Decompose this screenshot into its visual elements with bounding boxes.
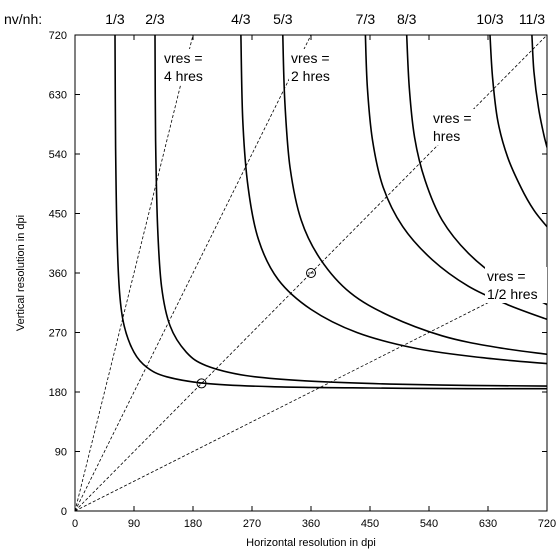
series-label: 5/3 xyxy=(273,11,293,27)
series-label: 8/3 xyxy=(397,11,417,27)
reference-label-line1: vres = xyxy=(291,50,330,66)
series-line xyxy=(240,35,547,365)
x-tick-label: 270 xyxy=(243,518,261,530)
series-line xyxy=(154,35,547,387)
reference-label-line2: 1/2 hres xyxy=(487,286,538,302)
x-tick-label: 540 xyxy=(420,518,438,530)
series-line xyxy=(405,35,547,306)
series-label: 4/3 xyxy=(231,11,251,27)
x-tick-label: 630 xyxy=(479,518,497,530)
reference-label-bg xyxy=(289,49,351,85)
y-tick-label: 90 xyxy=(55,447,67,459)
reference-label-line2: hres xyxy=(433,128,460,144)
series-label: 10/3 xyxy=(476,11,503,27)
series-label: 11/3 xyxy=(519,11,545,27)
reference-label-bg xyxy=(162,49,224,85)
curve-label-prefix: nv/nh: xyxy=(4,11,42,27)
y-tick-label: 360 xyxy=(49,268,67,280)
marker xyxy=(306,268,316,278)
y-tick-label: 450 xyxy=(49,209,67,221)
reference-label-bg xyxy=(485,267,547,303)
y-tick-label: 630 xyxy=(49,90,67,102)
reference-line xyxy=(75,35,194,511)
y-axis-label: Vertical resolution in dpi xyxy=(15,215,27,331)
reference-label-line2: 4 hres xyxy=(164,68,203,84)
x-tick-label: 180 xyxy=(184,518,202,530)
series-label: 1/3 xyxy=(105,11,125,27)
series-label: 7/3 xyxy=(356,11,376,27)
x-tick-label: 0 xyxy=(72,518,78,530)
y-tick-label: 540 xyxy=(49,149,67,161)
reference-label-line1: vres = xyxy=(433,110,472,126)
reference-line xyxy=(75,272,547,511)
x-axis-label: Horizontal resolution in dpi xyxy=(246,537,376,549)
reference-label-line1: vres = xyxy=(164,50,203,66)
reference-label-line1: vres = xyxy=(487,268,526,284)
series-line xyxy=(531,35,547,148)
plot-area: 0 90 180 270 360 450 540 630 720 0 90 180 270 360 450 5… xyxy=(49,11,557,530)
marker xyxy=(196,378,207,389)
reference-line xyxy=(75,35,312,511)
series-line xyxy=(489,35,547,228)
x-tick-label: 360 xyxy=(302,518,320,530)
y-tick-label: 0 xyxy=(61,506,67,518)
x-tick-label: 720 xyxy=(538,518,556,530)
series-label: 2/3 xyxy=(145,11,165,27)
x-tick-label: 450 xyxy=(361,518,379,530)
y-tick-label: 720 xyxy=(49,30,67,42)
series-line xyxy=(282,35,547,356)
y-tick-label: 270 xyxy=(49,328,67,340)
series-line xyxy=(114,35,547,390)
x-tick-label: 90 xyxy=(128,518,140,530)
reference-label-bg xyxy=(431,109,493,145)
y-tick-label: 180 xyxy=(49,387,67,399)
reference-label-line2: 2 hres xyxy=(291,68,330,84)
